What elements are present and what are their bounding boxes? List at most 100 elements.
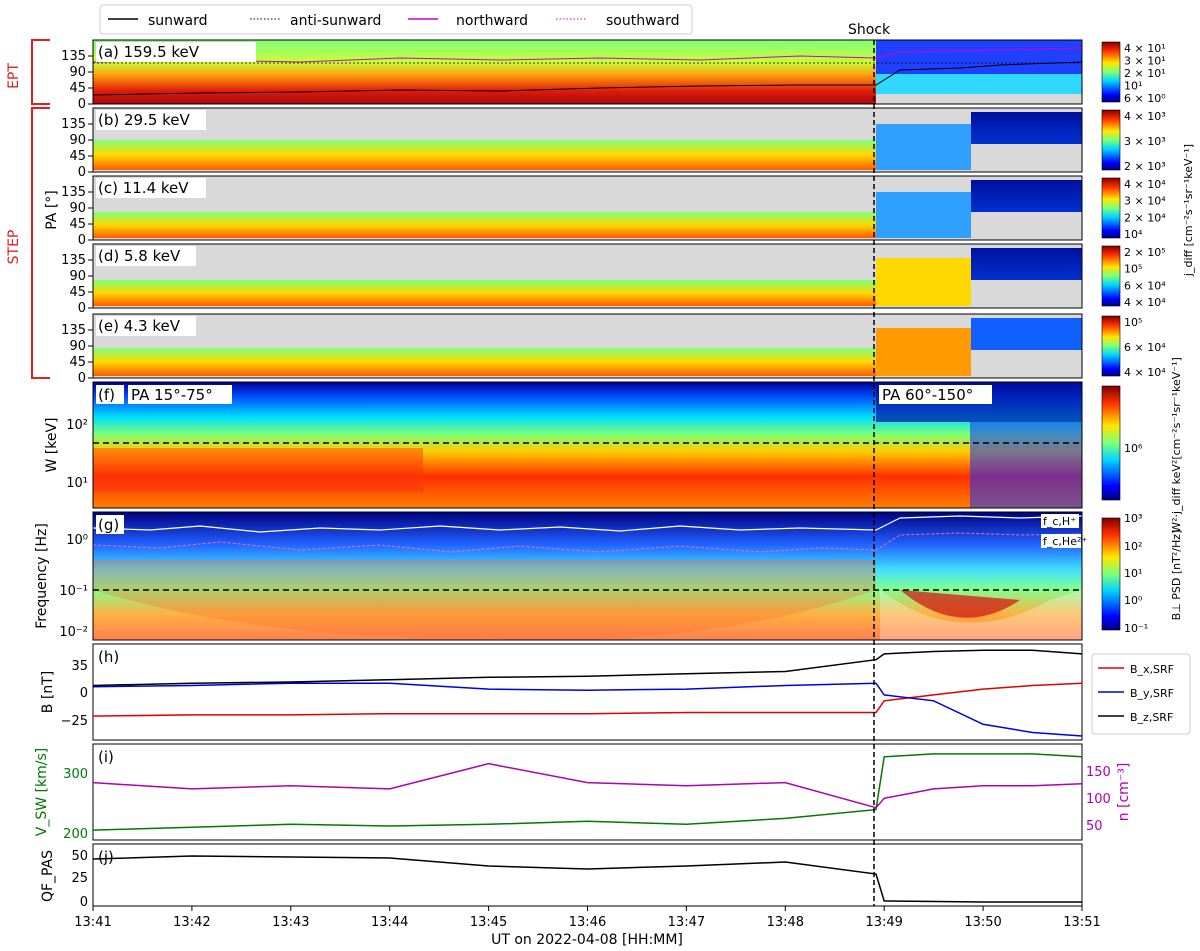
panel-g-post-peak <box>900 590 1020 618</box>
colorbars-pa <box>1101 41 1121 377</box>
cbar-tick-label: 6 × 10⁰ <box>1124 92 1166 105</box>
pa-tick-label: 135 <box>61 185 86 200</box>
legend-southward: southward <box>606 13 680 29</box>
pa-tick-label: 45 <box>69 81 86 96</box>
pa-tick-label: 45 <box>69 355 86 370</box>
panel-h-ytick-35: 35 <box>71 659 88 674</box>
x-tick-label: 13:45 <box>470 915 507 930</box>
panel-h-lines <box>92 649 1083 737</box>
x-tick-label: 13:41 <box>74 915 111 930</box>
panel-g-coi-after <box>880 590 1082 640</box>
panel-e-spectrum-mid <box>876 328 971 376</box>
panel-c-spectrum-before <box>93 212 876 238</box>
panel-e-spectrum-after <box>971 318 1082 350</box>
panel-a: (a) 159.5 keV <box>92 39 1083 105</box>
cbar-tick-label: 6 × 10⁴ <box>1124 279 1166 292</box>
cbar-tick-label: 3 × 10³ <box>1124 135 1166 148</box>
cbar-f-tick: 10⁶ <box>1124 442 1143 455</box>
legend: sunward anti-sunward northward southward <box>99 4 693 35</box>
panel-c-spectrum-after <box>971 180 1082 212</box>
panel-g-fc-he-label: f_c,He²⁺ <box>1043 535 1087 548</box>
pa-tick-label: 0 <box>78 97 86 112</box>
panel-c: (c) 11.4 keV <box>92 175 1083 241</box>
panel-e-spectrum-before <box>93 348 876 376</box>
panel-j-ylabel: QF_PAS <box>40 850 56 902</box>
step-bracket <box>31 107 50 379</box>
panel-g-label-box <box>96 515 124 534</box>
panel-g-wave-activity <box>93 560 876 640</box>
pa-tick-label: 90 <box>69 133 86 148</box>
pa-tick-label: 90 <box>69 65 86 80</box>
panel-a-northward-line <box>92 47 1083 63</box>
panel-f-pa-after-box <box>879 385 992 404</box>
jdiff-label: j_diff [cm⁻²s⁻¹sr⁻¹keV⁻¹] <box>1182 144 1195 277</box>
series-line-n <box>92 762 1083 809</box>
panel-g-spectrogram <box>93 512 1082 640</box>
x-tick-label: 13:50 <box>964 915 1001 930</box>
panel-g-ytick-1: 10⁰ <box>66 533 88 548</box>
legend-northward: northward <box>456 13 528 29</box>
pa-tick-label: 0 <box>78 165 86 180</box>
cbar-tick-label: 10⁵ <box>1124 316 1142 329</box>
panel-g-ytick-0.01: 10⁻² <box>59 625 88 640</box>
panel-f-post-depleted <box>970 422 1082 508</box>
panel-b-spectrum-mid <box>876 124 971 170</box>
panel-j-ytick-25: 25 <box>71 871 88 886</box>
cbar-tick-label: 4 × 10³ <box>1124 110 1166 123</box>
legend-sunward: sunward <box>148 13 207 29</box>
legend-by: B_y,SRF <box>1130 687 1174 700</box>
panel-b-spectrum-after <box>971 112 1082 144</box>
panel-d-spectrum-after <box>971 248 1082 280</box>
panel-f-label: (f) <box>98 386 115 404</box>
cbar-tick-label: 2 × 10⁵ <box>1124 246 1166 259</box>
pa-tick-label: 90 <box>69 339 86 354</box>
pa-tick-label: 0 <box>78 371 86 386</box>
cbar-d <box>1101 245 1121 307</box>
panel-f-pa-before-box <box>128 385 232 404</box>
ept-bracket <box>31 39 50 105</box>
cbar-f <box>1101 385 1121 501</box>
legend-anti-sunward: anti-sunward <box>290 13 381 29</box>
cbar-tick-label: 10¹ <box>1124 80 1142 93</box>
series-line-0 <box>92 682 1083 717</box>
panel-d-label: (d) 5.8 keV <box>98 247 181 265</box>
panel-f: (f) PA 15°-75° PA 60°-150° W [keV] 10² 1… <box>44 357 1183 533</box>
panel-j-ytick-50: 50 <box>71 849 88 864</box>
cbar-tick-label: 3 × 10⁴ <box>1124 195 1166 208</box>
panel-f-pa-after: PA 60°-150° <box>882 386 973 404</box>
panel-f-label-box <box>96 385 124 404</box>
series-line-qf <box>92 855 1082 903</box>
panel-f-ytick-10: 10¹ <box>66 476 88 491</box>
x-tick-label: 13:47 <box>668 915 705 930</box>
panel-j-label: (j) <box>98 848 114 866</box>
panel-g-frame <box>92 511 1083 641</box>
panel-b: (b) 29.5 keV <box>92 107 1083 173</box>
x-axis-label: UT on 2022-04-08 [HH:MM] <box>491 932 683 948</box>
panel-d-label-box <box>96 246 196 266</box>
panel-b-label-box <box>96 110 206 130</box>
cbar-g-tick-4: 10⁻¹ <box>1124 622 1148 635</box>
panel-f-hot-region <box>93 448 423 492</box>
series-line-vsw <box>92 753 1083 831</box>
legend-frame <box>99 4 693 35</box>
cbar-f-label: W²·j_diff keV²[cm⁻²s⁻¹sr⁻¹keV⁻¹] <box>1170 357 1183 533</box>
step-label: STEP <box>6 230 22 265</box>
panel-h-ytick-0: 0 <box>80 686 88 701</box>
pa-tick-label: 135 <box>61 49 86 64</box>
panel-c-label: (c) 11.4 keV <box>98 179 189 197</box>
panel-g: (g) f_c,H⁺ f_c,He²⁺ Frequency [Hz] 10⁰ 1… <box>34 511 1183 641</box>
pa-tick-label: 45 <box>69 217 86 232</box>
cbar-g-tick-2: 10¹ <box>1124 567 1142 580</box>
cbar-tick-label: 2 × 10⁴ <box>1124 211 1166 224</box>
panel-g-fc-h-box <box>1041 514 1079 528</box>
x-tick-label: 13:42 <box>173 915 210 930</box>
cbar-b <box>1101 109 1121 171</box>
pa-tick-label: 45 <box>69 285 86 300</box>
cbar-tick-label: 2 × 10¹ <box>1124 67 1166 80</box>
cbar-c <box>1101 177 1121 239</box>
panel-d: (d) 5.8 keV <box>92 243 1083 309</box>
panel-g-ytick-0.1: 10⁻¹ <box>59 584 88 599</box>
cbar-tick-label: 4 × 10⁴ <box>1124 178 1166 191</box>
